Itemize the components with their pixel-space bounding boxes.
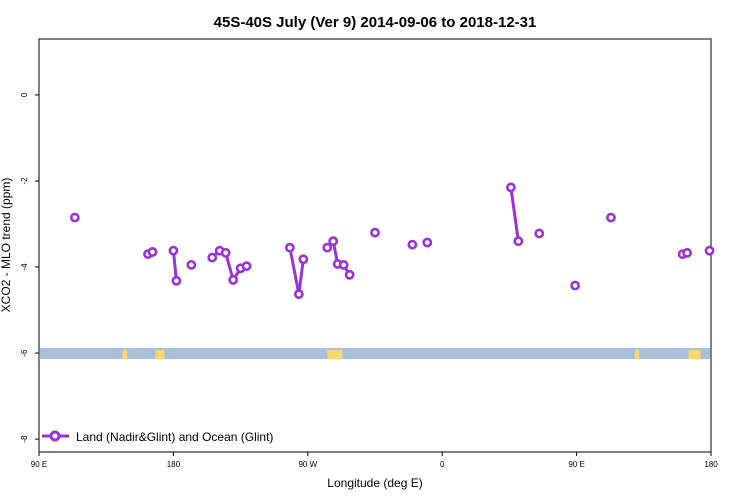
land-span (327, 350, 343, 360)
data-point (298, 254, 309, 265)
data-point (168, 245, 179, 256)
data-point (293, 289, 304, 300)
data-point (534, 228, 545, 239)
x-axis-title: Longitude (deg E) (327, 476, 422, 490)
data-point (69, 212, 80, 223)
y-tick-label: -6 (20, 349, 29, 357)
y-axis-ticks: 0 -2 -4 -6 -8 (20, 92, 39, 443)
chart-title: 45S-40S July (Ver 9) 2014-09-06 to 2018-… (214, 14, 537, 31)
surface-band (40, 348, 710, 360)
data-point (241, 261, 252, 272)
data-point (606, 212, 616, 223)
data-point (284, 242, 295, 253)
data-point (704, 245, 715, 256)
y-tick-label: -8 (20, 435, 29, 443)
x-axis-ticks: 90 E 180 90 W 0 90 E 180 (31, 452, 718, 469)
data-point (220, 247, 231, 258)
land-span (155, 350, 165, 360)
x-tick-label: 0 (440, 460, 445, 469)
data-point (147, 247, 158, 257)
x-tick-label: 180 (704, 460, 718, 469)
data-point (513, 236, 524, 247)
data-point (407, 239, 418, 250)
land-span (122, 350, 128, 360)
data-point (570, 280, 581, 291)
x-tick-label: 90 E (31, 460, 47, 469)
y-tick-label: 0 (20, 92, 29, 97)
data-point (505, 182, 516, 193)
ocean-band (40, 348, 710, 360)
series-line (288, 247, 305, 295)
legend-label: Land (Nadir&Glint) and Ocean (Glint) (76, 430, 273, 444)
data-point (682, 247, 693, 258)
land-span (634, 350, 640, 360)
y-tick-label: -2 (20, 177, 29, 185)
y-axis-title: XCO2 - MLO trend (ppm) (0, 178, 13, 313)
legend: Land (Nadir&Glint) and Ocean (Glint) (42, 430, 273, 444)
x-tick-label: 90 W (298, 460, 317, 469)
data-point (338, 259, 349, 270)
data-point (171, 275, 182, 286)
data-series (69, 182, 715, 300)
series-line (171, 250, 178, 281)
series-line (509, 187, 520, 242)
plot-frame (38, 38, 712, 453)
data-point (228, 275, 239, 285)
data-point (207, 252, 218, 263)
land-span (688, 350, 701, 360)
x-tick-label: 180 (167, 460, 181, 469)
y-tick-label: -4 (20, 263, 29, 271)
data-point (344, 269, 355, 280)
data-point (370, 227, 380, 238)
data-point (186, 259, 197, 270)
data-point (322, 242, 333, 253)
legend-marker-swatch (49, 430, 61, 442)
x-tick-label: 90 E (568, 460, 584, 469)
data-point (422, 237, 433, 248)
data-point (328, 236, 339, 247)
